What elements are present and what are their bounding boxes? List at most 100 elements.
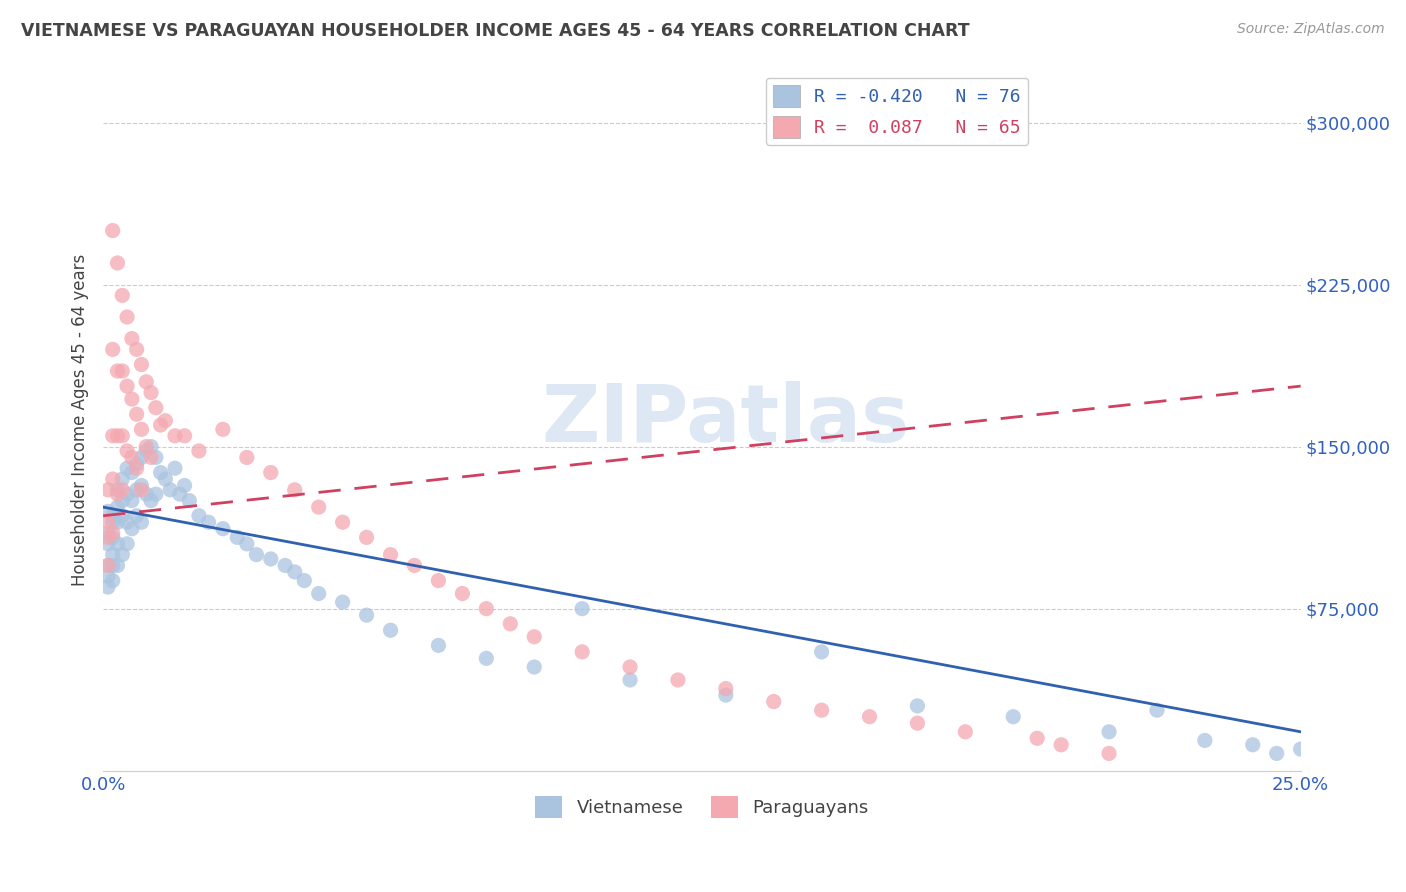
Y-axis label: Householder Income Ages 45 - 64 years: Householder Income Ages 45 - 64 years (72, 253, 89, 586)
Legend: Vietnamese, Paraguayans: Vietnamese, Paraguayans (529, 789, 876, 825)
Point (101, 558, 124, 573)
Point (139, 440, 162, 454)
Point (245, 548, 267, 562)
Point (97, 558, 120, 573)
Point (97, 537, 120, 551)
Point (115, 310, 138, 324)
Point (179, 493, 201, 508)
Text: VIETNAMESE VS PARAGUAYAN HOUSEHOLDER INCOME AGES 45 - 64 YEARS CORRELATION CHART: VIETNAMESE VS PARAGUAYAN HOUSEHOLDER INC… (21, 22, 970, 40)
Point (356, 530, 378, 544)
Point (475, 651, 498, 665)
Point (111, 483, 134, 497)
Point (97, 558, 120, 573)
Point (159, 483, 181, 497)
Point (131, 450, 153, 465)
Point (145, 450, 167, 465)
Point (111, 364, 134, 378)
Point (115, 515, 138, 529)
Point (101, 343, 124, 357)
Point (97, 483, 120, 497)
Point (101, 574, 124, 588)
Point (451, 586, 474, 600)
Point (332, 595, 354, 609)
Point (121, 392, 143, 406)
Point (308, 500, 330, 515)
Point (111, 472, 134, 486)
Point (1098, 747, 1121, 761)
Point (523, 630, 546, 644)
Point (173, 478, 195, 492)
Point (101, 548, 124, 562)
Point (97, 580, 120, 594)
Point (135, 487, 157, 501)
Point (121, 522, 143, 536)
Point (236, 450, 259, 465)
Point (131, 478, 153, 492)
Point (1241, 738, 1264, 752)
Point (810, 645, 832, 659)
Point (115, 487, 138, 501)
Point (121, 493, 143, 508)
Point (111, 429, 134, 443)
Point (1146, 703, 1168, 717)
Point (714, 688, 737, 702)
Point (139, 450, 162, 465)
Point (762, 694, 785, 708)
Point (107, 256, 129, 270)
Point (571, 645, 593, 659)
Point (135, 440, 157, 454)
Point (101, 508, 124, 523)
Point (145, 401, 167, 415)
Point (135, 375, 157, 389)
Point (155, 414, 177, 428)
Point (101, 515, 124, 529)
Point (1098, 724, 1121, 739)
Point (139, 493, 162, 508)
Point (115, 461, 138, 475)
Point (619, 660, 641, 674)
Point (1194, 733, 1216, 747)
Point (260, 466, 283, 480)
Point (427, 639, 450, 653)
Point (107, 487, 129, 501)
Point (292, 574, 315, 588)
Point (332, 515, 354, 529)
Point (1289, 742, 1312, 756)
Point (404, 558, 426, 573)
Point (173, 429, 195, 443)
Point (858, 709, 880, 723)
Point (131, 422, 153, 436)
Point (523, 660, 546, 674)
Point (427, 574, 450, 588)
Point (101, 530, 124, 544)
Point (107, 429, 129, 443)
Point (284, 565, 307, 579)
Point (380, 548, 402, 562)
Point (107, 500, 129, 515)
Point (97, 504, 120, 518)
Point (149, 466, 172, 480)
Point (125, 457, 148, 471)
Point (145, 487, 167, 501)
Point (97, 569, 120, 583)
Point (111, 288, 134, 302)
Point (955, 724, 977, 739)
Point (1265, 747, 1288, 761)
Point (274, 558, 297, 573)
Point (907, 698, 929, 713)
Point (111, 508, 134, 523)
Point (169, 487, 191, 501)
Text: ZIPatlas: ZIPatlas (541, 381, 910, 458)
Point (571, 601, 593, 615)
Point (101, 472, 124, 486)
Point (131, 515, 153, 529)
Point (125, 343, 148, 357)
Point (499, 616, 522, 631)
Point (115, 537, 138, 551)
Point (907, 716, 929, 731)
Point (135, 444, 157, 458)
Point (107, 537, 129, 551)
Point (107, 483, 129, 497)
Point (1026, 731, 1049, 746)
Point (187, 444, 209, 458)
